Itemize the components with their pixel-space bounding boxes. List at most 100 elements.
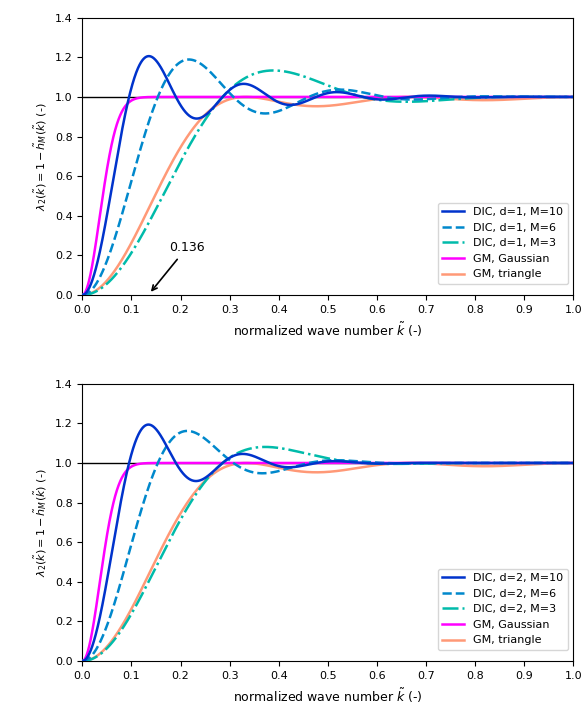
Legend: DIC, d=2, M=10, DIC, d=2, M=6, DIC, d=2, M=3, GM, Gaussian, GM, triangle: DIC, d=2, M=10, DIC, d=2, M=6, DIC, d=2,… <box>437 569 568 650</box>
DIC, d=2, M=6 <box>445 459 452 467</box>
DIC, d=2, M=6 <box>79 657 86 665</box>
GM, triangle <box>570 93 577 101</box>
DIC, d=2, M=10 <box>79 657 86 665</box>
GM, triangle <box>570 459 577 467</box>
Line: GM, triangle: GM, triangle <box>82 97 573 295</box>
DIC, d=2, M=6 <box>168 436 175 444</box>
GM, Gaussian <box>445 93 452 101</box>
GM, triangle <box>398 459 405 467</box>
DIC, d=2, M=6 <box>266 469 273 477</box>
DIC, d=2, M=6 <box>398 459 405 467</box>
DIC, d=1, M=6 <box>398 95 405 103</box>
DIC, d=1, M=6 <box>79 291 86 299</box>
GM, triangle <box>373 461 380 469</box>
GM, triangle <box>79 291 86 299</box>
DIC, d=1, M=3 <box>168 175 175 183</box>
DIC, d=1, M=10 <box>398 94 405 103</box>
DIC, d=1, M=6 <box>483 92 490 100</box>
DIC, d=1, M=10 <box>445 92 452 100</box>
Y-axis label: $\lambda_2(\tilde{k}) = 1 - \tilde{h}_M(\tilde{k})$ (-): $\lambda_2(\tilde{k}) = 1 - \tilde{h}_M(… <box>32 102 49 211</box>
Line: DIC, d=1, M=10: DIC, d=1, M=10 <box>82 56 573 295</box>
Y-axis label: $\lambda_2(\tilde{k}) = 1 - \tilde{h}_M(\tilde{k})$ (-): $\lambda_2(\tilde{k}) = 1 - \tilde{h}_M(… <box>32 468 49 577</box>
Legend: DIC, d=1, M=10, DIC, d=1, M=6, DIC, d=1, M=3, GM, Gaussian, GM, triangle: DIC, d=1, M=10, DIC, d=1, M=6, DIC, d=1,… <box>437 203 568 284</box>
GM, triangle <box>79 657 86 665</box>
DIC, d=2, M=10 <box>145 421 152 429</box>
GM, Gaussian <box>373 459 380 467</box>
GM, Gaussian <box>483 93 490 101</box>
DIC, d=1, M=3 <box>79 291 86 299</box>
DIC, d=2, M=6 <box>570 459 577 467</box>
DIC, d=2, M=3 <box>483 459 490 467</box>
DIC, d=1, M=3 <box>270 66 277 75</box>
Line: GM, Gaussian: GM, Gaussian <box>82 97 573 295</box>
DIC, d=1, M=10 <box>570 93 577 101</box>
DIC, d=1, M=6 <box>266 109 273 117</box>
DIC, d=2, M=3 <box>398 460 405 468</box>
DIC, d=1, M=3 <box>570 93 577 101</box>
GM, Gaussian <box>266 93 273 101</box>
DIC, d=2, M=3 <box>262 443 269 451</box>
DIC, d=2, M=6 <box>183 427 191 436</box>
DIC, d=1, M=6 <box>185 55 192 64</box>
DIC, d=2, M=10 <box>445 459 452 467</box>
DIC, d=1, M=6 <box>373 91 380 100</box>
GM, triangle <box>266 95 273 104</box>
GM, Gaussian <box>570 93 577 101</box>
DIC, d=1, M=3 <box>373 95 380 104</box>
GM, Gaussian <box>373 93 380 101</box>
DIC, d=1, M=3 <box>483 93 490 102</box>
DIC, d=2, M=10 <box>373 460 380 468</box>
DIC, d=2, M=3 <box>445 459 452 467</box>
DIC, d=2, M=10 <box>168 451 175 460</box>
GM, triangle <box>373 95 380 103</box>
DIC, d=2, M=3 <box>79 657 86 665</box>
DIC, d=2, M=10 <box>483 459 490 467</box>
DIC, d=1, M=10 <box>373 95 380 103</box>
GM, Gaussian <box>79 291 86 299</box>
GM, Gaussian <box>266 459 273 467</box>
DIC, d=2, M=3 <box>266 443 273 451</box>
DIC, d=1, M=3 <box>445 95 452 104</box>
DIC, d=1, M=6 <box>570 93 577 101</box>
GM, triangle <box>445 460 452 469</box>
DIC, d=1, M=6 <box>168 66 175 75</box>
Line: DIC, d=2, M=3: DIC, d=2, M=3 <box>82 447 573 661</box>
DIC, d=1, M=10 <box>483 93 490 102</box>
GM, triangle <box>168 525 175 534</box>
GM, Gaussian <box>398 93 405 101</box>
GM, Gaussian <box>168 93 175 101</box>
DIC, d=1, M=10 <box>145 52 152 60</box>
DIC, d=2, M=10 <box>398 459 405 467</box>
GM, triangle <box>398 93 405 101</box>
Line: DIC, d=2, M=6: DIC, d=2, M=6 <box>82 431 573 661</box>
DIC, d=1, M=10 <box>266 93 273 102</box>
DIC, d=2, M=6 <box>483 459 490 467</box>
GM, Gaussian <box>168 459 175 467</box>
DIC, d=2, M=3 <box>373 460 380 468</box>
DIC, d=2, M=6 <box>373 458 380 467</box>
DIC, d=2, M=3 <box>570 459 577 467</box>
GM, Gaussian <box>79 657 86 665</box>
DIC, d=2, M=3 <box>168 532 175 541</box>
GM, Gaussian <box>229 459 236 467</box>
DIC, d=2, M=10 <box>570 459 577 467</box>
GM, Gaussian <box>229 93 236 101</box>
GM, triangle <box>483 96 490 105</box>
GM, triangle <box>168 159 175 168</box>
GM, triangle <box>483 462 490 470</box>
GM, triangle <box>266 462 273 470</box>
DIC, d=2, M=10 <box>266 459 273 467</box>
GM, Gaussian <box>445 459 452 467</box>
DIC, d=1, M=10 <box>168 84 175 93</box>
DIC, d=1, M=3 <box>266 66 273 75</box>
X-axis label: normalized wave number $\tilde{k}$ (-): normalized wave number $\tilde{k}$ (-) <box>233 686 423 705</box>
Line: GM, Gaussian: GM, Gaussian <box>82 463 573 661</box>
GM, Gaussian <box>398 459 405 467</box>
GM, Gaussian <box>570 459 577 467</box>
Text: 0.136: 0.136 <box>152 241 205 291</box>
Line: DIC, d=1, M=3: DIC, d=1, M=3 <box>82 71 573 295</box>
DIC, d=1, M=3 <box>398 98 405 106</box>
GM, Gaussian <box>483 459 490 467</box>
Line: GM, triangle: GM, triangle <box>82 463 573 661</box>
DIC, d=1, M=10 <box>79 291 86 299</box>
